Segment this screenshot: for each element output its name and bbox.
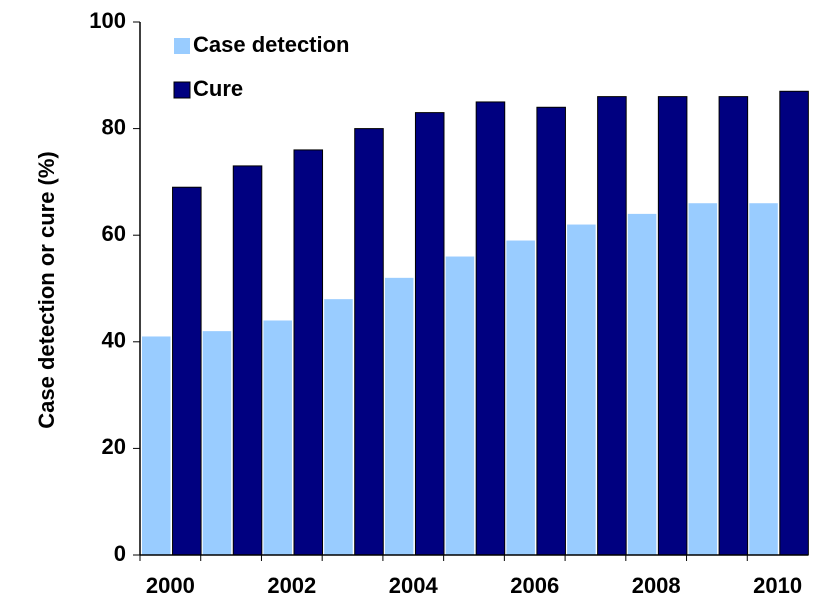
x-tick-label: 2010 xyxy=(753,573,802,598)
y-axis-label: Case detection or cure (%) xyxy=(34,151,59,429)
y-tick-label: 20 xyxy=(102,434,126,459)
bar xyxy=(142,336,171,555)
bar xyxy=(202,331,232,555)
bar xyxy=(657,96,688,556)
y-tick-label: 40 xyxy=(102,328,126,353)
bar xyxy=(567,224,596,556)
y-tick-label: 80 xyxy=(102,114,126,139)
legend-label: Cure xyxy=(193,76,243,101)
x-tick-label: 2000 xyxy=(146,573,195,598)
bar xyxy=(749,203,778,555)
bar xyxy=(414,112,445,556)
x-tick-label: 2006 xyxy=(510,573,559,598)
y-tick-label: 0 xyxy=(114,541,126,566)
y-tick-label: 60 xyxy=(102,221,126,246)
x-tick-label: 2004 xyxy=(389,573,439,598)
bar xyxy=(627,213,657,555)
bar xyxy=(293,149,324,556)
bar xyxy=(354,128,384,556)
bar xyxy=(475,101,506,556)
bar xyxy=(536,106,566,556)
x-tick-label: 2008 xyxy=(632,573,681,598)
bar xyxy=(779,90,809,556)
bar xyxy=(597,96,627,556)
y-tick-label: 100 xyxy=(89,8,126,33)
bar xyxy=(718,96,749,556)
bar xyxy=(445,256,475,555)
bar xyxy=(506,240,535,555)
bar xyxy=(384,277,414,555)
bar xyxy=(232,165,263,556)
bar xyxy=(172,186,202,556)
bar xyxy=(324,299,353,555)
x-tick-label: 2002 xyxy=(267,573,316,598)
bar xyxy=(263,320,292,555)
legend-swatch xyxy=(174,38,190,54)
bar xyxy=(688,203,718,555)
legend-swatch xyxy=(173,81,191,99)
legend-label: Case detection xyxy=(193,32,350,57)
